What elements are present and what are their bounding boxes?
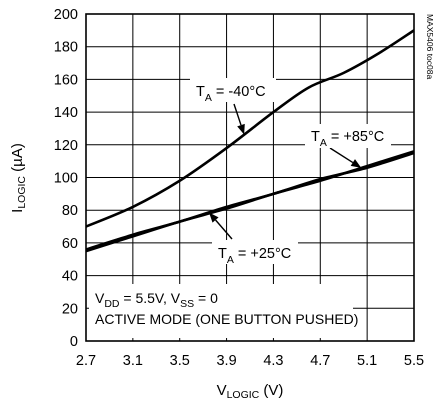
x-axis-title: VLOGIC (V) — [217, 382, 284, 401]
x-tick-label-0: 2.7 — [76, 353, 96, 369]
annotation-bg-plus25 — [212, 240, 298, 264]
y-tick-label-7: 140 — [54, 105, 78, 121]
conditions-box — [89, 284, 353, 338]
annotation-minus40: TA = -40°C — [196, 84, 266, 104]
x-tick-label-2: 3.5 — [170, 353, 190, 369]
arrow-plus85 — [329, 147, 362, 168]
x-tick-label-6: 5.1 — [357, 353, 377, 369]
annotation-bg-minus40 — [190, 78, 276, 102]
y-tick-label-2: 40 — [62, 269, 78, 285]
series-lines — [85, 29, 415, 253]
series-line-0 — [85, 29, 415, 228]
y-tick-label-5: 100 — [54, 171, 78, 187]
plot-frame — [85, 13, 415, 342]
y-axis-title: ILOGIC (µA) — [9, 143, 28, 213]
arrow-minus40 — [233, 103, 245, 135]
y-tick-label-4: 80 — [62, 203, 78, 219]
x-tick-label-1: 3.1 — [123, 353, 143, 369]
y-tick-label-9: 180 — [54, 40, 78, 56]
y-tick-label-8: 160 — [54, 72, 78, 88]
y-tick-label-1: 20 — [62, 301, 78, 317]
conditions-line-2: ACTIVE MODE (ONE BUTTON PUSHED) — [95, 311, 358, 327]
x-tick-label-4: 4.3 — [263, 353, 283, 369]
arrow-plus25 — [209, 212, 233, 240]
annotation-arrows — [209, 103, 362, 240]
y-tick-label-6: 120 — [54, 138, 78, 154]
y-tick-label-0: 0 — [70, 334, 78, 350]
y-tick-labels: 0 20 40 60 80 100 120 140 160 180 200 — [54, 7, 78, 350]
x-tick-label-3: 3.9 — [216, 353, 236, 369]
conditions-line-1: VDD = 5.5V, VSS = 0 — [95, 290, 218, 310]
y-tick-label-10: 200 — [54, 7, 78, 23]
annotation-bg-plus85 — [305, 124, 391, 148]
x-tick-label-5: 4.7 — [310, 353, 330, 369]
series-line-2 — [85, 150, 415, 253]
figure-id: MAX5406 toc08a — [425, 14, 433, 79]
annotation-plus85: TA = +85°C — [311, 129, 384, 149]
annotation-plus25: TA = +25°C — [218, 246, 291, 266]
y-tick-label-3: 60 — [62, 236, 78, 252]
x-tick-label-7: 5.5 — [404, 353, 424, 369]
x-tick-labels: 2.7 3.1 3.5 3.9 4.3 4.7 5.1 5.5 — [76, 353, 424, 369]
